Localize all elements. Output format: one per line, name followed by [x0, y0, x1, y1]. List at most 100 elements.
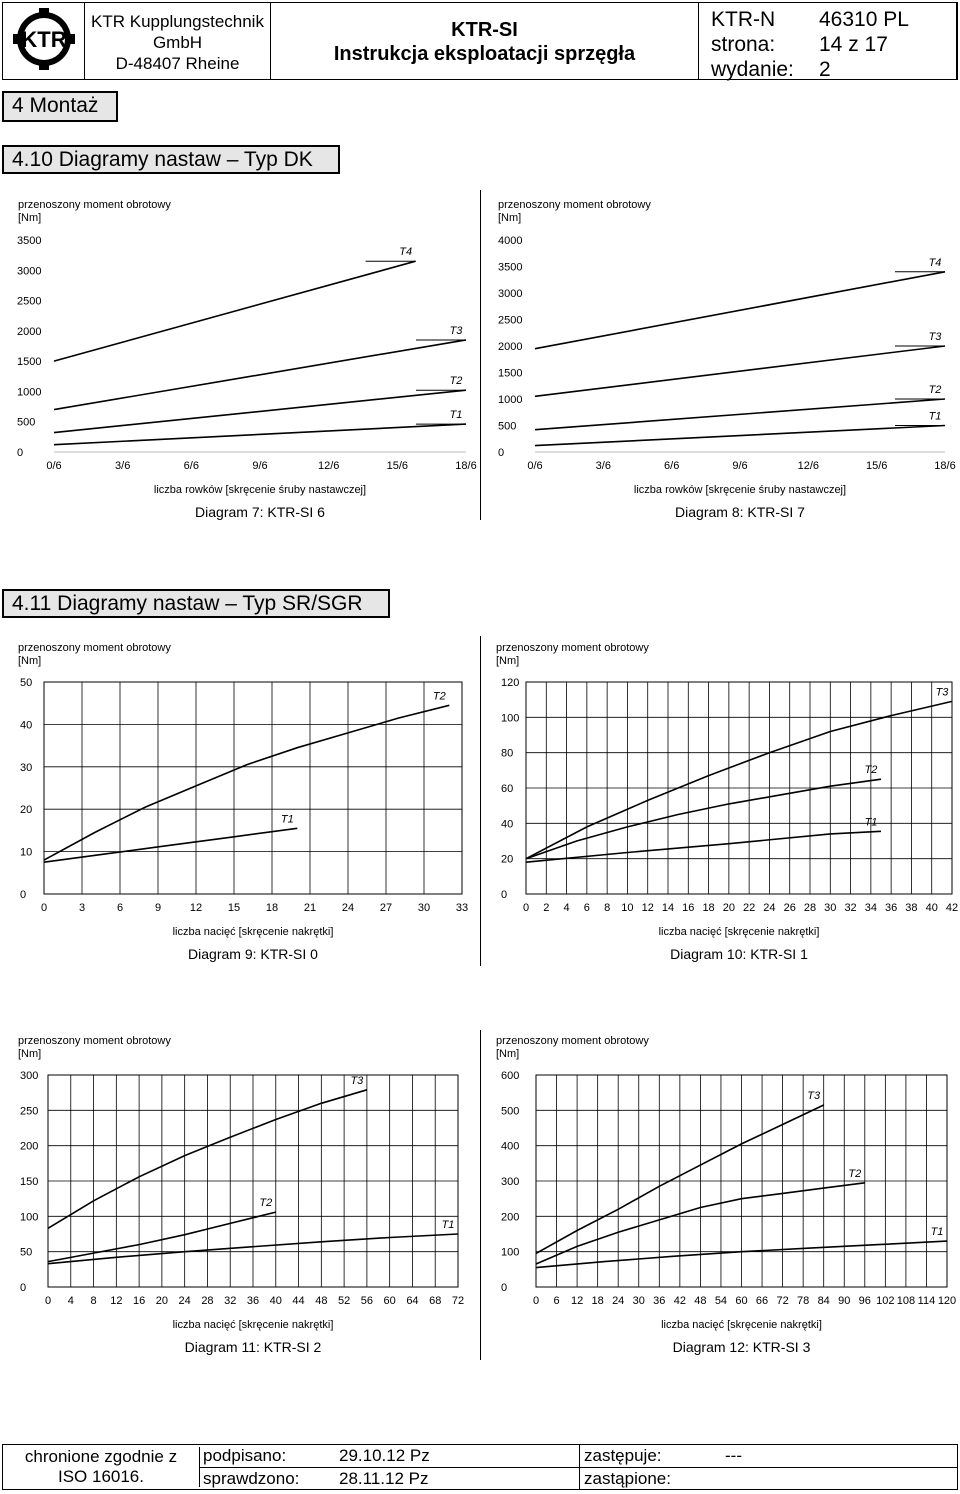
x-tick-label: 4 [564, 902, 570, 914]
x-tick-label: 10 [621, 902, 633, 914]
x-tick-label: 30 [633, 1295, 645, 1307]
x-tick-label: 32 [224, 1295, 236, 1307]
y-tick-label: 2500 [17, 296, 41, 308]
replaced-label: zastąpione: [584, 1469, 671, 1488]
y-tick-label: 500 [17, 417, 35, 429]
series-label-t2: T2 [433, 690, 446, 702]
x-tick-label: 48 [315, 1295, 327, 1307]
series-line-t2 [535, 1182, 865, 1265]
series-label-t1: T1 [931, 1226, 944, 1238]
x-tick-label: 44 [292, 1295, 304, 1307]
series-line-t4 [53, 260, 416, 362]
section-411-heading: 4.11 Diagramy nastaw – Typ SR/SGR [2, 589, 390, 618]
x-tick-label: 96 [859, 1295, 871, 1307]
y-tick-label: 50 [20, 1247, 32, 1259]
replaces-label: zastępuje: [584, 1446, 662, 1465]
series-label-t3: T3 [450, 325, 464, 337]
x-tick-label: 12/6 [798, 460, 819, 472]
x-tick-label: 6/6 [184, 460, 199, 472]
x-tick-label: 3/6 [115, 460, 130, 472]
series-label-t3: T3 [936, 686, 950, 698]
series-label-t4: T4 [929, 257, 942, 269]
y-tick-label: 4000 [498, 235, 522, 247]
series-line-t1 [534, 424, 946, 447]
y-tick-label: 10 [20, 847, 32, 859]
x-tick-label: 26 [784, 902, 796, 914]
x-tick-label: 90 [838, 1295, 850, 1307]
x-tick-label: 24 [763, 902, 775, 914]
x-tick-label: 16 [682, 902, 694, 914]
x-tick-label: 6 [553, 1295, 559, 1307]
column-separator [480, 636, 481, 966]
diagram-8-y-label: przenoszony moment obrotowy [Nm] [498, 199, 651, 224]
x-tick-label: 108 [897, 1295, 915, 1307]
footer-row-divider [199, 1467, 957, 1468]
y-tick-label: 120 [501, 677, 519, 689]
y-tick-label: 20 [20, 804, 32, 816]
x-tick-label: 21 [304, 902, 316, 914]
x-tick-label: 36 [247, 1295, 259, 1307]
x-tick-label: 24 [342, 902, 354, 914]
x-tick-label: 12 [642, 902, 654, 914]
series-label-t1: T1 [450, 409, 463, 421]
x-tick-label: 84 [818, 1295, 830, 1307]
footer-col-divider [579, 1445, 580, 1489]
y-tick-label: 500 [501, 1105, 519, 1117]
series-line-t3 [534, 345, 946, 398]
x-tick-label: 9 [155, 902, 161, 914]
series-line-t1 [47, 1233, 459, 1265]
y-tick-label: 250 [20, 1105, 38, 1117]
x-tick-label: 72 [452, 1295, 464, 1307]
compliance-line-1: chronione zgodnie z [24, 1447, 178, 1466]
x-tick-label: 38 [905, 902, 917, 914]
x-tick-label: 12 [110, 1295, 122, 1307]
diagram-9-chart: 0 10 20 30 40 50 0 3 6 9 12 15 18 21 24 27 30 33 T2 T1 liczb… [20, 677, 468, 962]
x-tick-label: 56 [361, 1295, 373, 1307]
series-label-t1: T1 [929, 411, 942, 423]
x-tick-label: 54 [715, 1295, 727, 1307]
x-tick-label: 34 [865, 902, 877, 914]
doc-code: KTR-N [711, 8, 776, 31]
x-tick-label: 20 [723, 902, 735, 914]
page-value: 14 z 17 [819, 33, 888, 56]
edition-label: wydanie: [711, 58, 794, 81]
signed-value: 29.10.12 Pz [339, 1446, 430, 1465]
y-tick-label: 100 [501, 1247, 519, 1259]
y-tick-label: 200 [501, 1211, 519, 1223]
document-meta: KTR-N 46310 PL strona: 14 z 17 wydanie: 2 [699, 3, 957, 81]
diagram-12-y-label: przenoszony moment obrotowy [Nm] [496, 1035, 649, 1060]
diagram-title: Diagram 12: KTR-SI 3 [673, 1339, 811, 1355]
x-tick-label: 68 [429, 1295, 441, 1307]
y-tick-label: 0 [501, 1282, 507, 1294]
x-axis-label: liczba nacięć [skręcenie nakrętki] [659, 926, 820, 938]
diagram-11-y-label: przenoszony moment obrotowy [Nm] [18, 1035, 171, 1060]
company-address: D-48407 Rheine [115, 54, 240, 73]
x-tick-label: 30 [418, 902, 430, 914]
x-tick-label: 12 [190, 902, 202, 914]
diagram-title: Diagram 10: KTR-SI 1 [670, 946, 808, 962]
x-axis-label: liczba rowków [skręcenie śruby nastawcze… [154, 484, 366, 496]
y-tick-label: 0 [501, 889, 507, 901]
x-tick-label: 33 [456, 902, 468, 914]
x-tick-label: 0/6 [46, 460, 61, 472]
x-tick-label: 102 [876, 1295, 894, 1307]
x-tick-label: 4 [68, 1295, 74, 1307]
x-tick-label: 32 [844, 902, 856, 914]
y-tick-label: 300 [501, 1176, 519, 1188]
diagram-12-chart: 0 100 200 300 400 500 600 0 6 12 18 24 30 36 42 48 54 60 6… [501, 1070, 956, 1355]
document-subtitle: Instrukcja eksploatacji sprzęgła [333, 43, 636, 65]
x-tick-label: 30 [824, 902, 836, 914]
page-footer: chronione zgodnie z ISO 16016. podpisano… [2, 1444, 958, 1490]
series-label-t2: T2 [848, 1168, 861, 1180]
x-tick-label: 42 [674, 1295, 686, 1307]
series-line-t3 [525, 700, 953, 860]
column-separator [480, 190, 481, 520]
column-separator [480, 1030, 481, 1360]
y-tick-label: 40 [20, 719, 32, 731]
diagram-7-chart: 0 500 1000 1500 2000 2500 3000 3500 0/6 3/6 6/6 9/6… [17, 235, 477, 520]
plot-frame [43, 681, 463, 895]
x-tick-label: 15/6 [387, 460, 408, 472]
page-label: strona: [711, 33, 776, 56]
y-tick-label: 0 [498, 447, 504, 459]
